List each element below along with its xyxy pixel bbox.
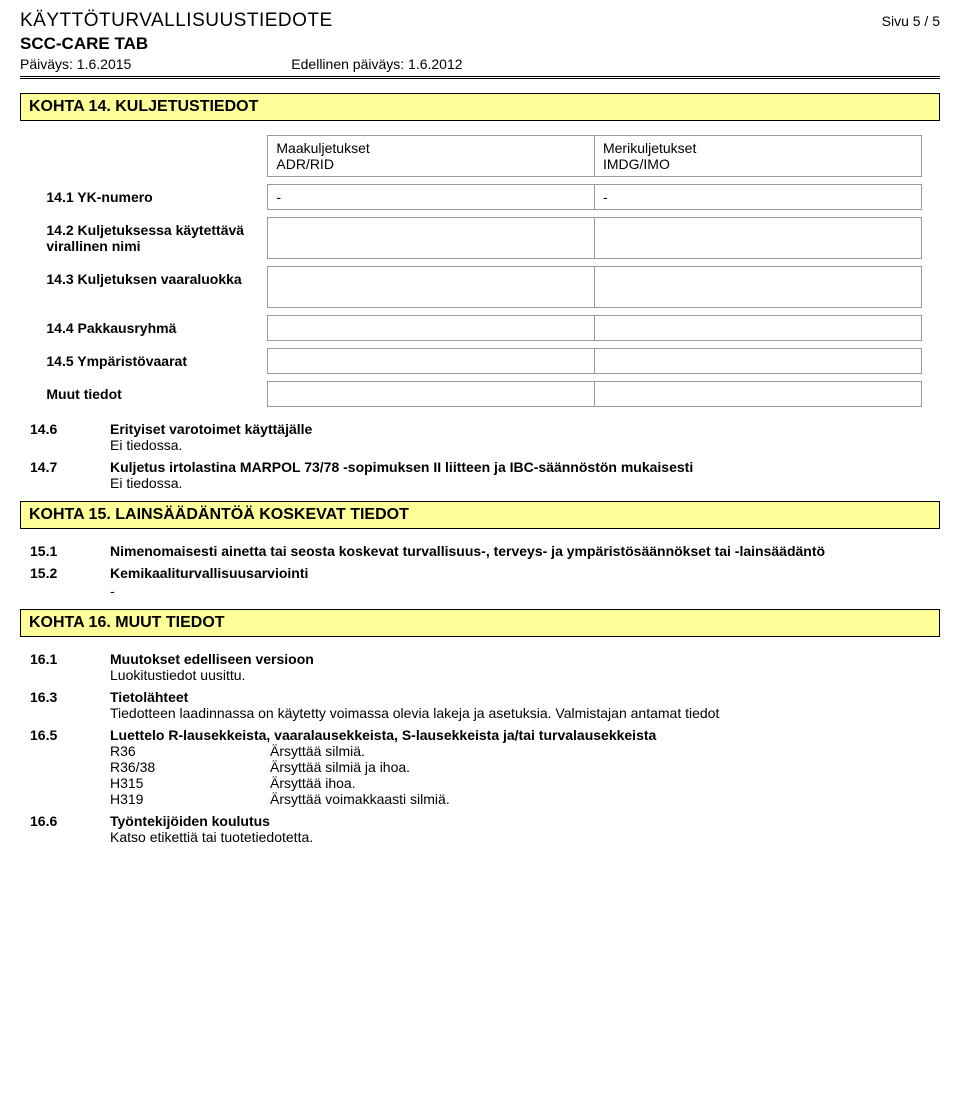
divider <box>20 78 940 79</box>
item-14-6: 14.6 Erityiset varotoimet käyttäjälle Ei… <box>30 421 940 453</box>
phrase-row: H315 Ärsyttää ihoa. <box>110 775 940 791</box>
phrase-code: H319 <box>110 791 270 807</box>
item-head: Kemikaaliturvallisuusarviointi <box>110 565 308 581</box>
section-header-14: KOHTA 14. KULJETUSTIEDOT <box>20 93 940 121</box>
cell-14-1-land: - <box>268 185 595 210</box>
section-header-15: KOHTA 15. LAINSÄÄDÄNTÖÄ KOSKEVAT TIEDOT <box>20 501 940 529</box>
cell-14-2-sea <box>594 218 921 259</box>
cell-14-3-sea <box>594 267 921 308</box>
item-head: Kuljetus irtolastina MARPOL 73/78 -sopim… <box>110 459 693 475</box>
phrase-text: Ärsyttää ihoa. <box>270 775 356 791</box>
product-name: SCC-CARE TAB <box>20 34 940 54</box>
date-previous: Edellinen päiväys: 1.6.2012 <box>291 56 462 72</box>
doc-title: KÄYTTÖTURVALLISUUSTIEDOTE <box>20 10 333 32</box>
item-body: Katso etikettiä tai tuotetiedotetta. <box>110 829 940 845</box>
cell-14-2-land <box>268 218 595 259</box>
cell-14-3-land <box>268 267 595 308</box>
date-current: Päiväys: 1.6.2015 <box>20 56 131 72</box>
cell-other-sea <box>594 382 921 407</box>
cell-14-4-land <box>268 316 595 341</box>
phrase-row: R36 Ärsyttää silmiä. <box>110 743 940 759</box>
item-body: Ei tiedossa. <box>110 437 940 453</box>
phrase-code: R36 <box>110 743 270 759</box>
row-label-14-3: 14.3 Kuljetuksen vaaraluokka <box>38 267 267 308</box>
phrase-row: H319 Ärsyttää voimakkaasti silmiä. <box>110 791 940 807</box>
item-body: Tiedotteen laadinnassa on käytetty voima… <box>110 705 940 721</box>
cell-other-land <box>268 382 595 407</box>
item-head: Työntekijöiden koulutus <box>110 813 270 829</box>
divider <box>20 76 940 77</box>
row-label-14-1: 14.1 YK-numero <box>38 185 267 210</box>
phrase-text: Ärsyttää voimakkaasti silmiä. <box>270 791 450 807</box>
item-num: 15.2 <box>30 565 110 581</box>
row-label-14-2: 14.2 Kuljetuksessa käytettävä virallinen… <box>38 218 267 259</box>
row-label-14-4: 14.4 Pakkausryhmä <box>38 316 267 341</box>
item-num: 16.1 <box>30 651 110 667</box>
cell-14-4-sea <box>594 316 921 341</box>
transport-table: Maakuljetukset ADR/RID Merikuljetukset I… <box>38 135 921 407</box>
item-16-3: 16.3 Tietolähteet Tiedotteen laadinnassa… <box>30 689 940 721</box>
item-body: - <box>110 583 940 599</box>
col-head-sea-2: IMDG/IMO <box>603 156 913 172</box>
item-16-6: 16.6 Työntekijöiden koulutus Katso etike… <box>30 813 940 845</box>
item-head: Nimenomaisesti ainetta tai seosta koskev… <box>110 543 825 559</box>
item-num: 16.6 <box>30 813 110 829</box>
item-head: Erityiset varotoimet käyttäjälle <box>110 421 312 437</box>
row-label-14-5: 14.5 Ympäristövaarat <box>38 349 267 374</box>
item-14-7: 14.7 Kuljetus irtolastina MARPOL 73/78 -… <box>30 459 940 491</box>
cell-14-5-land <box>268 349 595 374</box>
item-num: 15.1 <box>30 543 110 559</box>
col-head-sea-1: Merikuljetukset <box>603 140 913 156</box>
item-num: 14.6 <box>30 421 110 437</box>
item-head: Tietolähteet <box>110 689 188 705</box>
item-body: Ei tiedossa. <box>110 475 940 491</box>
item-15-2: 15.2 Kemikaaliturvallisuusarviointi - <box>30 565 940 599</box>
item-16-5: 16.5 Luettelo R-lausekkeista, vaaralause… <box>30 727 940 807</box>
item-num: 14.7 <box>30 459 110 475</box>
item-head: Luettelo R-lausekkeista, vaaralausekkeis… <box>110 727 656 743</box>
item-16-1: 16.1 Muutokset edelliseen versioon Luoki… <box>30 651 940 683</box>
row-label-other: Muut tiedot <box>38 382 267 407</box>
phrase-text: Ärsyttää silmiä. <box>270 743 365 759</box>
item-num: 16.3 <box>30 689 110 705</box>
phrase-code: H315 <box>110 775 270 791</box>
cell-14-5-sea <box>594 349 921 374</box>
col-head-land-1: Maakuljetukset <box>276 140 586 156</box>
item-num: 16.5 <box>30 727 110 743</box>
document-header: KÄYTTÖTURVALLISUUSTIEDOTE Sivu 5 / 5 SCC… <box>20 10 940 79</box>
phrase-text: Ärsyttää silmiä ja ihoa. <box>270 759 410 775</box>
phrase-row: R36/38 Ärsyttää silmiä ja ihoa. <box>110 759 940 775</box>
item-15-1: 15.1 Nimenomaisesti ainetta tai seosta k… <box>30 543 940 559</box>
cell-14-1-sea: - <box>594 185 921 210</box>
page-number: Sivu 5 / 5 <box>882 13 940 29</box>
col-head-land-2: ADR/RID <box>276 156 586 172</box>
section-header-16: KOHTA 16. MUUT TIEDOT <box>20 609 940 637</box>
item-body: Luokitustiedot uusittu. <box>110 667 940 683</box>
item-head: Muutokset edelliseen versioon <box>110 651 314 667</box>
phrase-code: R36/38 <box>110 759 270 775</box>
